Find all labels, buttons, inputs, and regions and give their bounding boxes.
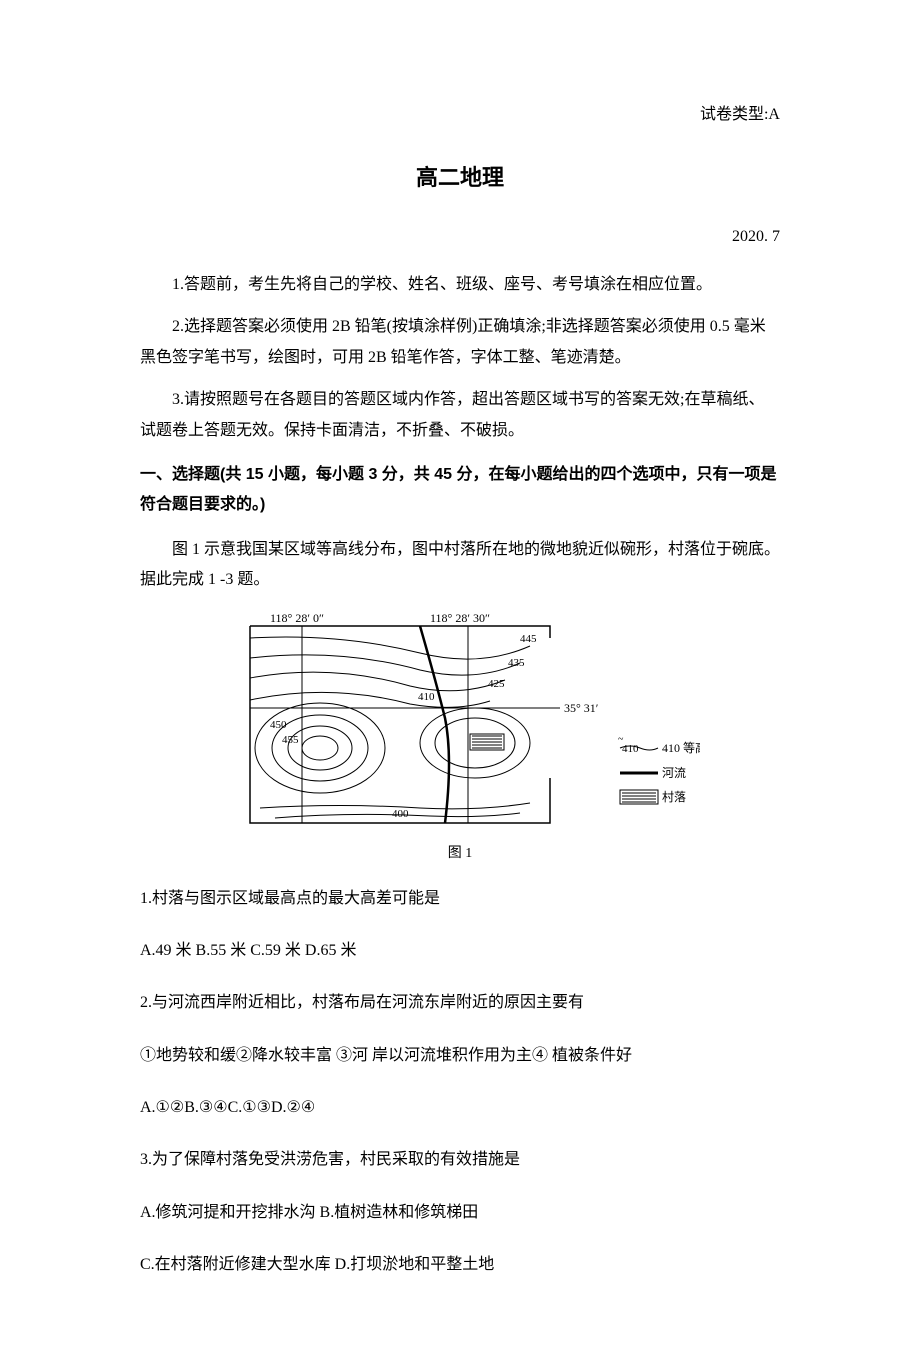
lon-right-label: 118° 28′ 30″	[430, 611, 490, 625]
contour-435: 435	[508, 657, 525, 669]
date: 2020. 7	[140, 228, 780, 246]
legend: ~ 410 等高线(m) 410 河流 村落	[618, 734, 700, 804]
river-line	[420, 626, 449, 823]
paper-type: 试卷类型:A	[140, 100, 780, 124]
lat-right-label: 35° 31′	[564, 701, 599, 715]
page-title: 高二地理	[140, 160, 780, 192]
q3-stem: 3.为了保障村落免受洪涝危害，村民采取的有效措施是	[140, 1145, 780, 1175]
legend-contour-label: 410 等高线(m)	[662, 740, 700, 755]
contour-400: 400	[392, 808, 409, 820]
passage: 图 1 示意我国某区域等高线分布，图中村落所在地的微地貌近似碗形，村落位于碗底。…	[140, 535, 780, 596]
q3-options-line1: A.修筑河提和开挖排水沟 B.植树造林和修筑梯田	[140, 1198, 780, 1228]
q3-options-line2: C.在村落附近修建大型水库 D.打坝淤地和平整土地	[140, 1250, 780, 1280]
legend-river-label: 河流	[662, 766, 686, 780]
contour-445: 445	[520, 633, 537, 645]
legend-village-label: 村落	[662, 790, 686, 804]
instruction-3: 3.请按照题号在各题目的答题区域内作答，超出答题区域书写的答案无效;在草稿纸、试…	[140, 385, 780, 446]
contour-425: 425	[488, 678, 505, 690]
instruction-2: 2.选择题答案必须使用 2B 铅笔(按填涂样例)正确填涂;非选择题答案必须使用 …	[140, 312, 780, 373]
figure-1: 118° 28′ 0″ 118° 28′ 30″ 35° 31′ 445 435…	[140, 608, 780, 862]
contour-455: 455	[282, 734, 299, 746]
contour-410: 410	[418, 691, 435, 703]
village-symbol	[470, 734, 504, 750]
section-head: 一、选择题(共 15 小题，每小题 3 分，共 45 分，在每小题给出的四个选项…	[140, 460, 780, 521]
svg-text:410: 410	[622, 743, 639, 755]
q2-extra: ①地势较和缓②降水较丰富 ③河 岸以河流堆积作用为主④ 植被条件好	[140, 1041, 780, 1071]
figure-caption: 图 1	[140, 842, 780, 862]
q2-options: A.①②B.③④C.①③D.②④	[140, 1093, 780, 1123]
q1-options: A.49 米 B.55 米 C.59 米 D.65 米	[140, 936, 780, 966]
instruction-1: 1.答题前，考生先将自己的学校、姓名、班级、座号、考号填涂在相应位置。	[140, 270, 780, 300]
q1-stem: 1.村落与图示区域最高点的最大高差可能是	[140, 884, 780, 914]
q2-stem: 2.与河流西岸附近相比，村落布局在河流东岸附近的原因主要有	[140, 988, 780, 1018]
lon-left-label: 118° 28′ 0″	[270, 611, 324, 625]
contour-450: 450	[270, 719, 287, 731]
